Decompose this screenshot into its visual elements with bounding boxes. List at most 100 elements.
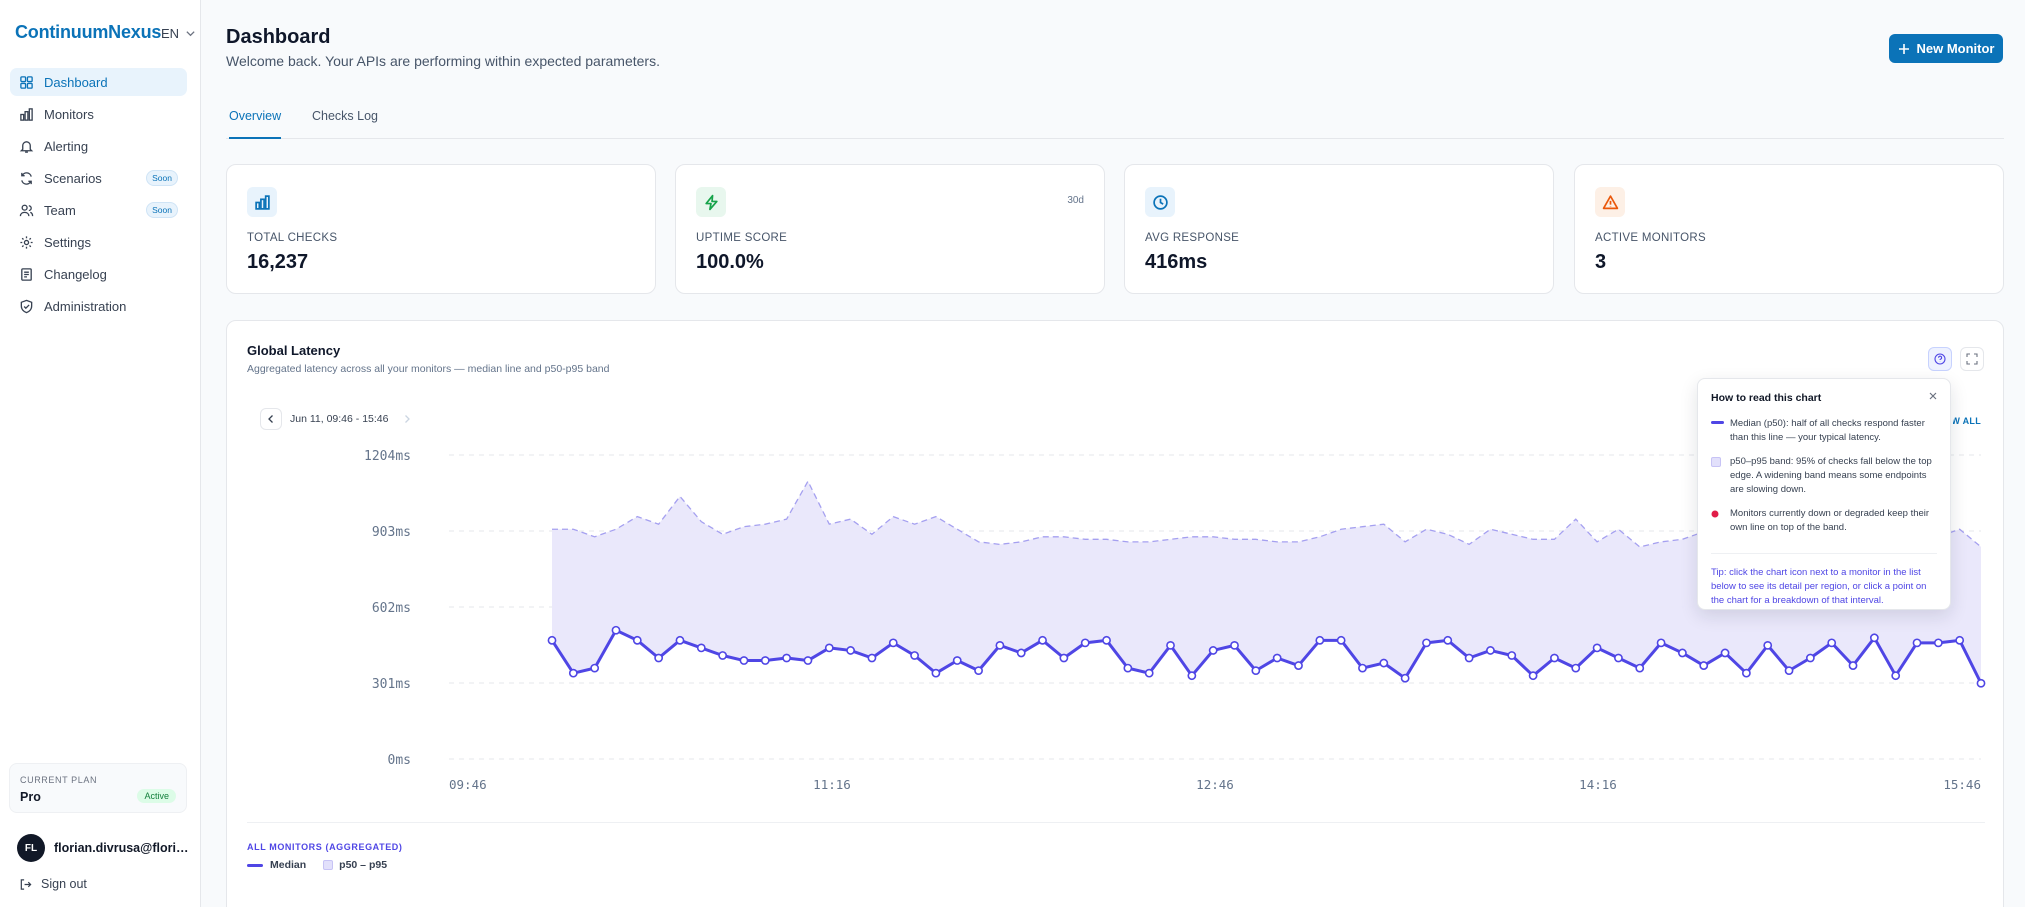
median-point[interactable] [1614, 653, 1623, 663]
language-selector[interactable]: EN [161, 26, 196, 41]
median-point[interactable] [1208, 646, 1218, 655]
median-point[interactable] [1358, 663, 1367, 673]
sidebar-item-monitors[interactable]: Monitors [10, 100, 187, 128]
median-point[interactable] [760, 656, 770, 665]
tab-checks-log[interactable]: Checks Log [312, 109, 379, 123]
median-point[interactable] [1869, 633, 1879, 643]
median-point[interactable] [803, 656, 813, 665]
chevron-down-icon [186, 31, 195, 37]
median-point[interactable] [632, 635, 642, 645]
median-point[interactable] [1933, 638, 1943, 648]
sidebar-item-scenarios[interactable]: Scenarios Soon [10, 164, 187, 192]
show-all-link[interactable]: SHOW ALL [1953, 416, 1981, 426]
median-point[interactable] [611, 625, 621, 635]
median-point[interactable] [1507, 651, 1517, 660]
median-point[interactable] [846, 646, 855, 655]
median-point[interactable] [1016, 648, 1026, 658]
median-point[interactable] [1464, 653, 1474, 663]
help-band-text: p50–p95 band: 95% of checks fall below t… [1730, 456, 1932, 495]
median-point[interactable] [1123, 663, 1133, 673]
chart-help-button[interactable] [1928, 347, 1952, 371]
median-point[interactable] [1144, 668, 1154, 678]
clock-icon [1145, 187, 1175, 217]
median-point[interactable] [718, 651, 728, 660]
stat-label: TOTAL CHECKS [247, 232, 338, 244]
median-point[interactable] [1400, 673, 1410, 683]
median-point[interactable] [1805, 653, 1815, 663]
median-point[interactable] [568, 668, 578, 678]
median-point[interactable] [824, 643, 834, 653]
median-point[interactable] [1272, 653, 1282, 663]
median-point[interactable] [1528, 671, 1538, 681]
median-point[interactable] [867, 653, 877, 663]
median-point[interactable] [1741, 668, 1751, 678]
range-next-button[interactable] [396, 408, 419, 430]
median-point[interactable] [910, 651, 919, 660]
user-menu[interactable]: FL florian.divrusa@florian.divrusa.com [17, 834, 189, 862]
median-point[interactable] [696, 643, 706, 653]
sidebar-item-changelog[interactable]: Changelog [10, 260, 187, 288]
median-point[interactable] [974, 666, 983, 676]
legend-median[interactable]: Median [270, 859, 307, 871]
median-point[interactable] [1571, 663, 1581, 673]
median-point[interactable] [1635, 663, 1645, 673]
median-point[interactable] [675, 635, 685, 645]
latency-chart[interactable]: 1204ms 903ms 602ms 301ms 0ms 09:46 11:16 12:46 1… [227, 321, 2005, 907]
median-point[interactable] [1550, 653, 1559, 663]
median-point[interactable] [1720, 648, 1730, 658]
gear-icon [20, 235, 33, 249]
median-point[interactable] [782, 653, 792, 663]
new-monitor-button[interactable]: New Monitor [1889, 34, 2003, 63]
median-point[interactable] [1294, 661, 1303, 670]
median-point[interactable] [1592, 643, 1602, 653]
median-point[interactable] [1699, 661, 1709, 670]
sidebar-item-settings[interactable]: Settings [10, 228, 187, 256]
median-point[interactable] [1166, 640, 1175, 650]
median-point[interactable] [1038, 635, 1047, 645]
sign-out-button[interactable]: Sign out [19, 877, 87, 891]
median-point[interactable] [1976, 678, 1986, 688]
sidebar-item-alerting[interactable]: Alerting [10, 132, 187, 160]
median-point[interactable] [1763, 640, 1773, 650]
range-prev-button[interactable] [260, 408, 282, 430]
median-point[interactable] [1422, 638, 1431, 648]
close-icon[interactable] [1928, 391, 1938, 401]
median-point[interactable] [739, 656, 749, 665]
median-point[interactable] [1187, 671, 1197, 681]
median-point[interactable] [1080, 638, 1090, 648]
chart-fullscreen-button[interactable] [1960, 347, 1984, 371]
median-point[interactable] [995, 640, 1005, 650]
median-point[interactable] [1336, 635, 1346, 645]
median-point[interactable] [952, 656, 962, 665]
median-point[interactable] [1379, 658, 1389, 668]
median-point[interactable] [590, 663, 600, 673]
median-point[interactable] [1678, 648, 1687, 658]
median-point[interactable] [931, 668, 941, 678]
legend-band[interactable]: p50 – p95 [339, 859, 388, 871]
median-point[interactable] [1486, 646, 1495, 655]
median-point[interactable] [1827, 638, 1837, 648]
help-tip: Tip: click the chart icon next to a moni… [1711, 553, 1937, 608]
sidebar-item-team[interactable]: Team Soon [10, 196, 187, 224]
median-point[interactable] [1955, 635, 1965, 645]
median-point[interactable] [1891, 671, 1901, 681]
median-point[interactable] [1443, 635, 1453, 645]
sidebar-item-dashboard[interactable]: Dashboard [10, 68, 187, 96]
median-point[interactable] [1784, 666, 1794, 676]
median-point[interactable] [1912, 638, 1922, 648]
median-point[interactable] [1315, 635, 1325, 645]
current-plan-card[interactable]: CURRENT PLAN Pro Active [9, 763, 187, 813]
tab-overview[interactable]: Overview [229, 109, 282, 139]
median-point[interactable] [654, 653, 664, 663]
sidebar-item-administration[interactable]: Administration [10, 292, 187, 320]
median-point[interactable] [1656, 638, 1666, 648]
median-point[interactable] [1230, 640, 1239, 650]
brand-logo[interactable]: ContinuumNexus [15, 22, 162, 42]
median-point[interactable] [888, 638, 898, 648]
median-point[interactable] [1102, 635, 1111, 645]
bell-icon [19, 140, 34, 153]
median-point[interactable] [1059, 653, 1069, 663]
median-point[interactable] [1848, 661, 1858, 670]
median-point[interactable] [1251, 666, 1261, 676]
median-point[interactable] [547, 635, 557, 645]
